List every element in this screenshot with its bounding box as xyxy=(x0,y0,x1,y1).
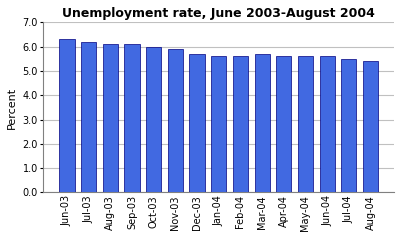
Bar xyxy=(320,56,335,192)
Title: Unemployment rate, June 2003-August 2004: Unemployment rate, June 2003-August 2004 xyxy=(62,7,375,20)
Bar xyxy=(168,49,183,192)
Bar xyxy=(298,56,313,192)
Y-axis label: Percent: Percent xyxy=(7,86,17,129)
Bar xyxy=(59,40,75,192)
Bar xyxy=(81,42,96,192)
Bar xyxy=(255,54,270,192)
Bar xyxy=(189,54,205,192)
Bar xyxy=(233,56,248,192)
Bar xyxy=(103,44,118,192)
Bar xyxy=(341,59,356,192)
Bar xyxy=(276,56,292,192)
Bar xyxy=(363,61,378,192)
Bar xyxy=(211,56,226,192)
Bar xyxy=(124,44,140,192)
Bar xyxy=(146,47,161,192)
